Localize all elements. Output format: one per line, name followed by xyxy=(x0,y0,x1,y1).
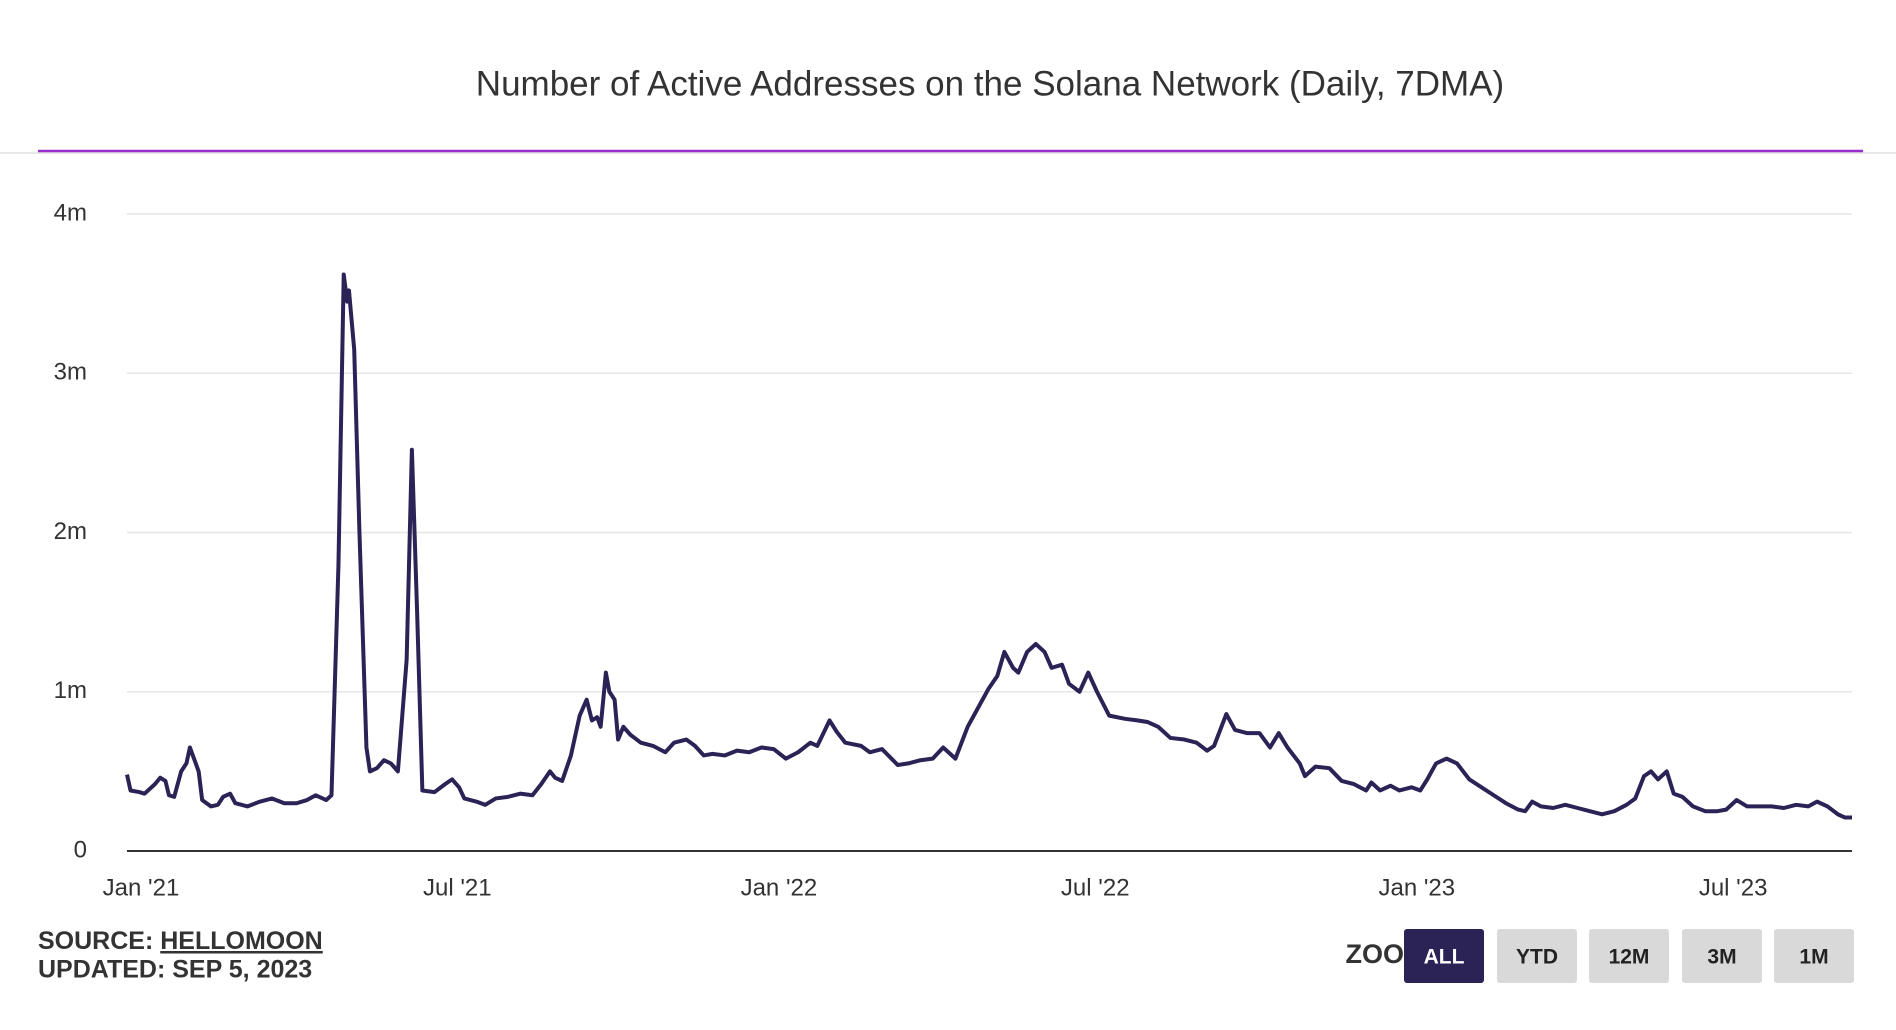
zoom-button-label: 12M xyxy=(1609,946,1650,969)
zoom-button[interactable]: ALL xyxy=(1404,929,1484,983)
x-tick-label: Jan '21 xyxy=(103,874,180,901)
zoom-button-bg xyxy=(1497,929,1577,983)
plot-area: 0 1m 2m 3m 4m Jan '21 Jul '21 Jan '22 Jul '22 Jan… xyxy=(54,199,1852,901)
zoom-button-bg xyxy=(1682,929,1762,983)
source-link[interactable]: HELLOMOON xyxy=(160,927,323,955)
zoom-button-bg xyxy=(1589,929,1669,983)
y-tick-label: 0 xyxy=(74,836,87,863)
x-tick-label: Jul '22 xyxy=(1061,874,1130,901)
source-label: SOURCE: xyxy=(38,927,153,955)
zoom-button-label: 1M xyxy=(1799,946,1828,969)
zoom-button[interactable]: 1M xyxy=(1774,929,1854,983)
source: SOURCE: HELLOMOON xyxy=(38,927,323,955)
zoom-button-bg xyxy=(1774,929,1854,983)
y-tick-label: 2m xyxy=(54,518,87,545)
updated: UPDATED: SEP 5, 2023 xyxy=(38,956,312,984)
zoom-button-bg xyxy=(1404,929,1484,983)
zoom-buttons: ALL YTD 12M 3M 1M xyxy=(1404,929,1854,983)
x-tick-label: Jan '23 xyxy=(1378,874,1455,901)
x-tick-label: Jul '21 xyxy=(423,874,492,901)
zoom-button[interactable]: 3M xyxy=(1682,929,1762,983)
y-tick-label: 1m xyxy=(54,677,87,704)
y-tick-label: 4m xyxy=(54,199,87,226)
zoom-button-label: 3M xyxy=(1707,946,1736,969)
x-tick-label: Jul '23 xyxy=(1699,874,1768,901)
zoom-button-label: ALL xyxy=(1424,946,1465,969)
chart-title: Number of Active Addresses on the Solana… xyxy=(476,64,1504,103)
zoom-button-label: YTD xyxy=(1516,946,1558,969)
data-line xyxy=(125,272,1852,820)
zoom-button[interactable]: YTD xyxy=(1497,929,1577,983)
zoom-button[interactable]: 12M xyxy=(1589,929,1669,983)
x-tick-label: Jan '22 xyxy=(741,874,818,901)
y-tick-label: 3m xyxy=(54,359,87,386)
